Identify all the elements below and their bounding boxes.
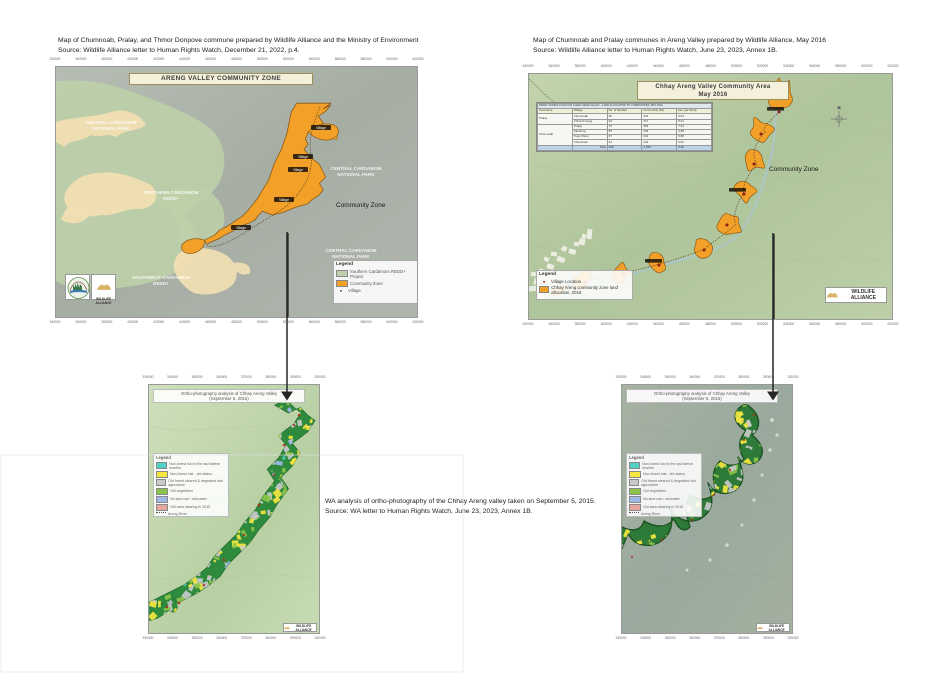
svg-text:CENTRAL CARDAMOM: CENTRAL CARDAMOM (86, 120, 137, 125)
svg-text:Village: Village (316, 126, 326, 130)
svg-text:Community Zone: Community Zone (336, 202, 386, 209)
svg-text:CENTRAL CARDAMOM: CENTRAL CARDAMOM (326, 248, 377, 253)
svg-text:Village: Village (293, 168, 303, 172)
svg-text:NATIONAL PARK: NATIONAL PARK (337, 172, 375, 177)
svg-text:REDD+: REDD+ (163, 196, 179, 201)
svg-text:NATIONAL PARK: NATIONAL PARK (92, 126, 130, 131)
svg-text:REDD+: REDD+ (153, 281, 169, 286)
svg-text:N: N (838, 105, 841, 110)
svg-text:Village: Village (298, 155, 308, 159)
svg-text:NATIONAL PARK: NATIONAL PARK (332, 254, 370, 259)
svg-text:Community Zone: Community Zone (769, 166, 819, 173)
svg-text:CENTRAL CARDAMOM: CENTRAL CARDAMOM (331, 166, 382, 171)
svg-text:Village: Village (279, 198, 289, 202)
svg-text:SOUTHWEST CARDAMOM: SOUTHWEST CARDAMOM (132, 275, 191, 280)
svg-text:SOUTHERN CARDAMOM: SOUTHERN CARDAMOM (144, 190, 199, 195)
svg-text:Village: Village (236, 226, 246, 230)
